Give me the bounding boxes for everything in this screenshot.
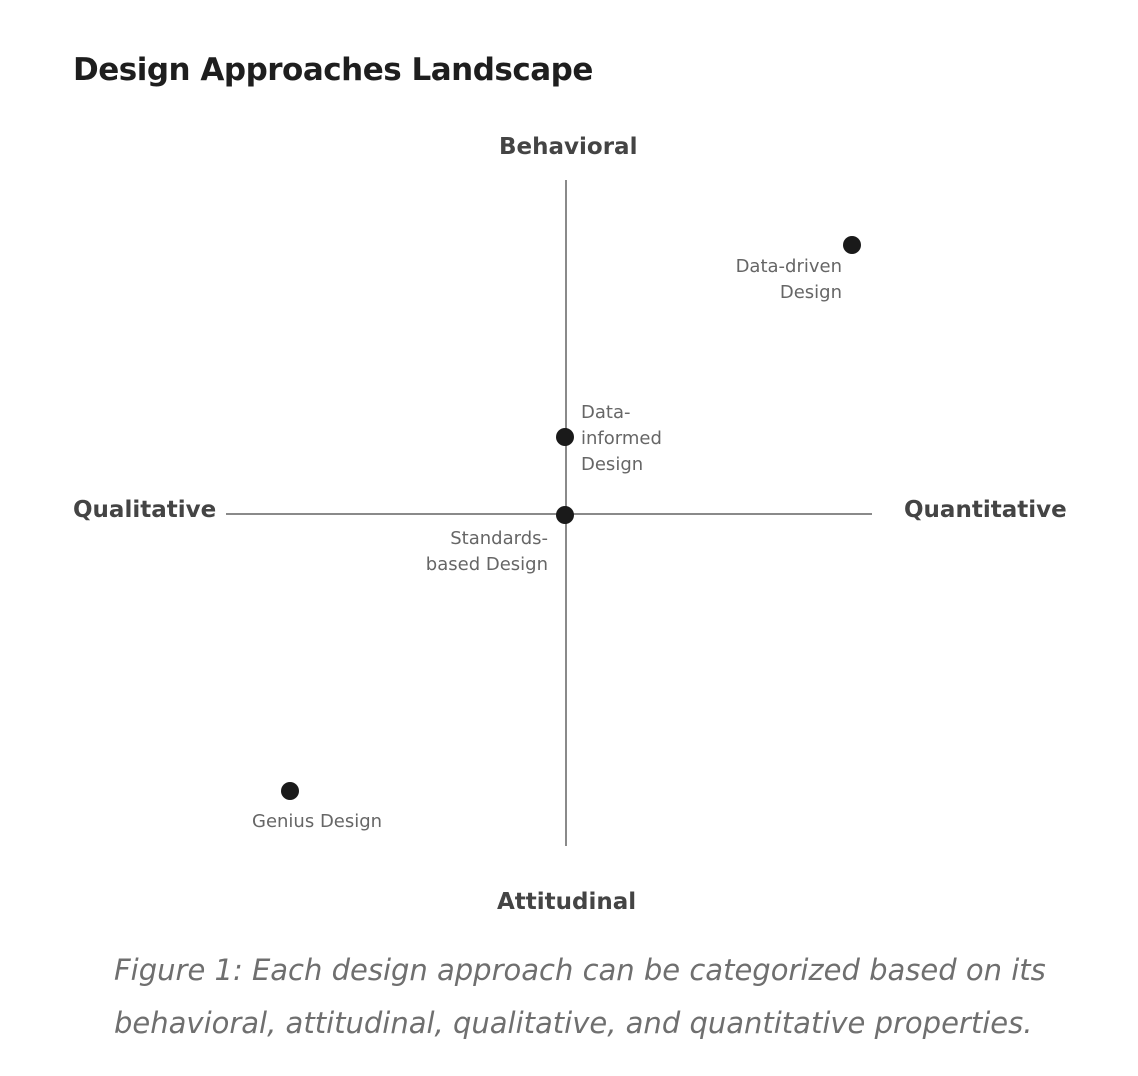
label-genius: Genius Design — [252, 809, 432, 835]
axis-label-qualitative: Qualitative — [73, 497, 217, 523]
caption-line1: Figure 1: Each design approach can be ca… — [114, 953, 1046, 987]
label-data-informed-line2: informed — [581, 428, 662, 449]
axis-label-behavioral: Behavioral — [499, 134, 638, 160]
caption-line2: behavioral, attitudinal, qualitative, an… — [114, 1006, 1033, 1040]
label-data-driven-line2: Design — [779, 282, 842, 303]
label-data-informed: Data- informed Design — [581, 400, 701, 478]
label-data-driven-line1: Data-driven — [735, 256, 842, 277]
label-genius-line1: Genius Design — [252, 811, 383, 832]
axis-label-quantitative: Quantitative — [904, 497, 1067, 523]
point-genius — [281, 782, 299, 800]
label-data-informed-line3: Design — [581, 454, 644, 475]
label-standards-based-line1: Standards- — [450, 528, 548, 549]
label-standards-based-line2: based Design — [425, 554, 548, 575]
figure-title: Design Approaches Landscape — [73, 52, 593, 88]
point-standards-based — [556, 506, 574, 524]
axis-label-attitudinal: Attitudinal — [497, 889, 637, 915]
point-data-informed — [556, 428, 574, 446]
label-data-informed-line1: Data- — [581, 402, 631, 423]
point-data-driven — [843, 236, 861, 254]
label-data-driven: Data-driven Design — [700, 254, 842, 306]
figure-caption: Figure 1: Each design approach can be ca… — [114, 944, 1074, 1050]
label-standards-based: Standards- based Design — [400, 526, 548, 578]
